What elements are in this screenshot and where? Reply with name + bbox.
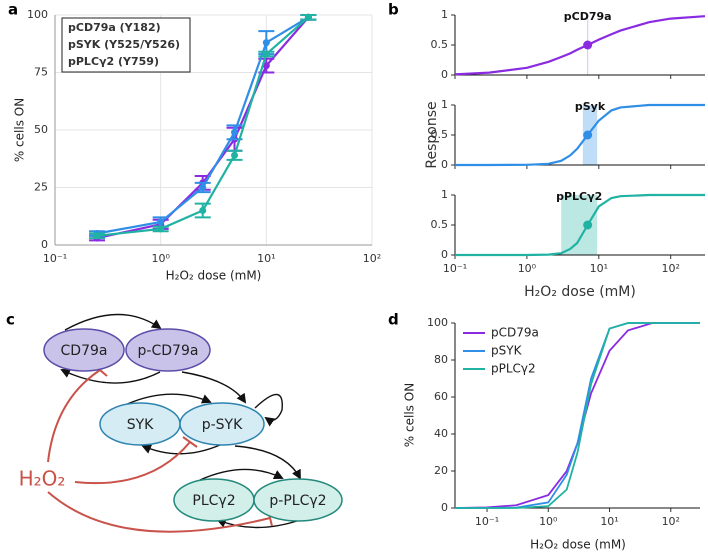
legend-label: pPLCγ2 (Y759)	[68, 55, 159, 68]
panel-label: d	[388, 311, 399, 329]
point	[304, 13, 312, 21]
x-axis-label: H₂O₂ dose (mM)	[524, 284, 636, 300]
x-tick-label: 10¹	[600, 515, 618, 528]
legend-box	[61, 17, 191, 73]
x-tick-label: 10⁻¹	[443, 262, 467, 275]
x-tick-label: 10⁻¹	[43, 252, 67, 265]
y-tick-label: 80	[434, 353, 448, 366]
y-tick-label: 0	[441, 248, 448, 261]
x-axis-label: H₂O₂ dose (mM)	[166, 269, 262, 283]
point	[199, 207, 207, 214]
y-tick-label: 0	[441, 158, 448, 171]
panel-label: c	[6, 311, 15, 329]
y-tick-label: 0.5	[431, 218, 449, 231]
x-tick-label: 10⁰	[151, 252, 170, 265]
legend-label: pCD79a (Y182)	[68, 21, 161, 34]
node-label: CD79a	[61, 343, 108, 359]
node	[253, 478, 343, 522]
point	[231, 151, 239, 159]
legend-label: pSYK	[491, 344, 523, 358]
node	[43, 328, 125, 372]
y-tick-label: 25	[34, 181, 48, 194]
node-label: p-SYK	[202, 417, 243, 433]
x-tick-label: 10²	[662, 515, 680, 528]
x-tick-label: 10⁰	[539, 515, 558, 528]
y-tick-label: 1	[441, 188, 448, 201]
series-line	[455, 103, 705, 167]
subplot-title: pCD79a	[564, 10, 612, 23]
series-line	[96, 16, 309, 235]
y-tick-label: 60	[434, 390, 448, 403]
nodes	[43, 328, 343, 522]
point	[262, 62, 270, 70]
point	[157, 218, 165, 226]
x-tick-label: 10⁻¹	[475, 515, 499, 528]
ec50-marker	[583, 220, 593, 230]
panel-label: b	[388, 1, 399, 19]
series-line	[455, 193, 705, 257]
node	[125, 328, 211, 372]
y-tick-label: 20	[434, 464, 448, 477]
panel-label: a	[8, 1, 18, 19]
y-tick-label: 75	[34, 66, 48, 79]
y-tick-label: 100	[27, 8, 48, 21]
y-axis-label: Response	[424, 101, 440, 168]
point	[93, 232, 101, 240]
subplot-title: pPLCγ2	[556, 190, 602, 203]
series-line	[96, 16, 310, 237]
y-tick-label: 0	[441, 68, 448, 81]
node-label: PLCγ2	[192, 493, 235, 509]
y-tick-label: 0.5	[431, 128, 449, 141]
y-axis-label: % cells ON	[403, 383, 417, 447]
point	[262, 50, 270, 58]
x-tick-label: 10²	[661, 262, 679, 275]
y-axis-label: % cells ON	[13, 98, 27, 162]
point	[199, 184, 207, 191]
point	[231, 128, 239, 136]
x-tick-label: 10¹	[257, 252, 275, 265]
node	[179, 402, 265, 446]
node-label: p-PLCγ2	[269, 493, 326, 509]
point	[262, 39, 270, 47]
x-tick-label: 10²	[363, 252, 381, 265]
y-tick-label: 100	[427, 316, 448, 329]
x-axis-label: H₂O₂ dose (mM)	[530, 538, 626, 552]
stimulus: H₂O₂	[19, 467, 66, 491]
x-tick-label: 10⁰	[518, 262, 537, 275]
legend-label: pCD79a	[491, 326, 539, 340]
node-label: SYK	[127, 417, 154, 433]
subplot-title: pSyk	[575, 100, 606, 113]
series-line	[455, 322, 700, 509]
ec50-marker	[583, 40, 593, 50]
y-tick-label: 50	[34, 123, 48, 136]
legend-label: pSYK (Y525/Y526)	[68, 38, 180, 51]
y-tick-label: 0	[41, 238, 48, 251]
series-line	[454, 15, 706, 76]
y-tick-label: 0.5	[431, 38, 449, 51]
point	[157, 225, 165, 233]
node-label: p-CD79a	[138, 343, 199, 359]
y-tick-label: 40	[434, 427, 448, 440]
arrows	[60, 313, 301, 529]
legend-label: pPLCγ2	[491, 362, 536, 376]
diagram: c CD79a p-CD79a SYK p-SYK PLCγ2 p-PLCγ2 …	[6, 311, 343, 533]
y-tick-label: 1	[441, 8, 448, 21]
x-tick-label: 10¹	[590, 262, 608, 275]
y-tick-label: 0	[441, 501, 448, 514]
y-tick-label: 1	[441, 98, 448, 111]
ec50-marker	[583, 130, 593, 140]
